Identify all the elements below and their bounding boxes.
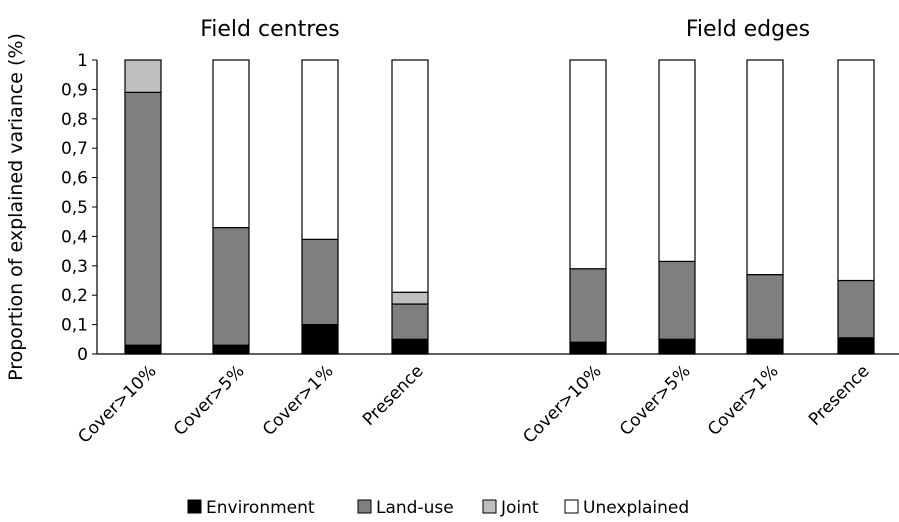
category-label: Cover>5% bbox=[170, 361, 248, 439]
panel-titles: Field centres Field edges bbox=[200, 17, 810, 42]
bar-segment-land-use bbox=[569, 268, 607, 343]
bar-segment-environment bbox=[569, 341, 607, 355]
legend-label: Unexplained bbox=[583, 498, 689, 518]
panel-title: Field centres bbox=[200, 17, 340, 42]
legend-swatch-land-use bbox=[357, 499, 372, 514]
bar-segment-environment bbox=[746, 338, 784, 355]
category-label: Cover>10% bbox=[519, 361, 605, 447]
bar-segment-unexplained bbox=[301, 59, 339, 240]
legend-swatch-unexplained bbox=[564, 499, 579, 514]
bar-segment-land-use bbox=[212, 226, 250, 346]
legend-swatch-joint bbox=[482, 499, 497, 514]
bar-segment-land-use bbox=[301, 238, 339, 326]
bar-segment-environment bbox=[301, 324, 339, 355]
bar-segment-environment bbox=[212, 344, 250, 355]
y-tick-label: 0,4 bbox=[61, 227, 88, 247]
bar-segment-unexplained bbox=[746, 59, 784, 276]
y-axis-title: Proportion of explained variance (%) bbox=[5, 33, 27, 381]
bar-segment-environment bbox=[837, 337, 875, 355]
legend-label: Land-use bbox=[376, 498, 454, 518]
bar-segment-joint bbox=[124, 59, 162, 93]
y-tick-label: 0,7 bbox=[61, 139, 88, 159]
y-tick-label: 0,2 bbox=[61, 286, 88, 306]
category-label: Cover>10% bbox=[74, 361, 160, 447]
bar-segment-unexplained bbox=[837, 59, 875, 282]
category-label: Cover>5% bbox=[616, 361, 694, 439]
y-tick-label: 0,9 bbox=[61, 80, 88, 100]
y-tick-label: 0,6 bbox=[61, 169, 88, 189]
legend: Environment Land-use Joint Unexplained bbox=[187, 498, 689, 518]
bar-segment-environment bbox=[658, 338, 696, 355]
y-tick-label: 0,1 bbox=[61, 316, 88, 336]
bar-segment-land-use bbox=[124, 91, 162, 346]
y-axis: 0 0,1 0,2 0,3 0,4 0,5 0,6 0,7 0,8 0,9 1 bbox=[61, 51, 97, 365]
legend-label: Environment bbox=[206, 498, 315, 518]
y-tick-label: 0,3 bbox=[61, 257, 88, 277]
bar-segment-environment bbox=[124, 344, 162, 355]
y-tick-label: 0 bbox=[77, 345, 88, 365]
panel-title: Field edges bbox=[686, 17, 810, 42]
bar-segment-unexplained bbox=[391, 59, 429, 293]
legend-label: Joint bbox=[500, 498, 539, 518]
bar-segment-unexplained bbox=[212, 59, 250, 229]
y-tick-label: 0,8 bbox=[61, 110, 88, 130]
y-tick-label: 0,5 bbox=[61, 198, 88, 218]
bar-segment-unexplained bbox=[658, 59, 696, 262]
bar-segment-land-use bbox=[746, 274, 784, 340]
legend-swatch-environment bbox=[187, 499, 202, 514]
bar-segment-environment bbox=[391, 338, 429, 355]
bar-segment-land-use bbox=[837, 279, 875, 339]
category-label: Presence bbox=[359, 361, 428, 430]
bars bbox=[124, 59, 875, 355]
bar-segment-joint bbox=[391, 291, 429, 305]
category-label: Cover>1% bbox=[259, 361, 337, 439]
bar-segment-unexplained bbox=[569, 59, 607, 270]
category-labels: Cover>10% Cover>5% Cover>1% Presence Cover>1… bbox=[74, 361, 873, 447]
category-label: Cover>1% bbox=[704, 361, 782, 439]
axis-lines bbox=[96, 60, 899, 355]
bar-segment-land-use bbox=[658, 260, 696, 340]
bar-segment-land-use bbox=[391, 303, 429, 340]
y-tick-label: 1 bbox=[77, 51, 88, 71]
category-label: Presence bbox=[805, 361, 874, 430]
